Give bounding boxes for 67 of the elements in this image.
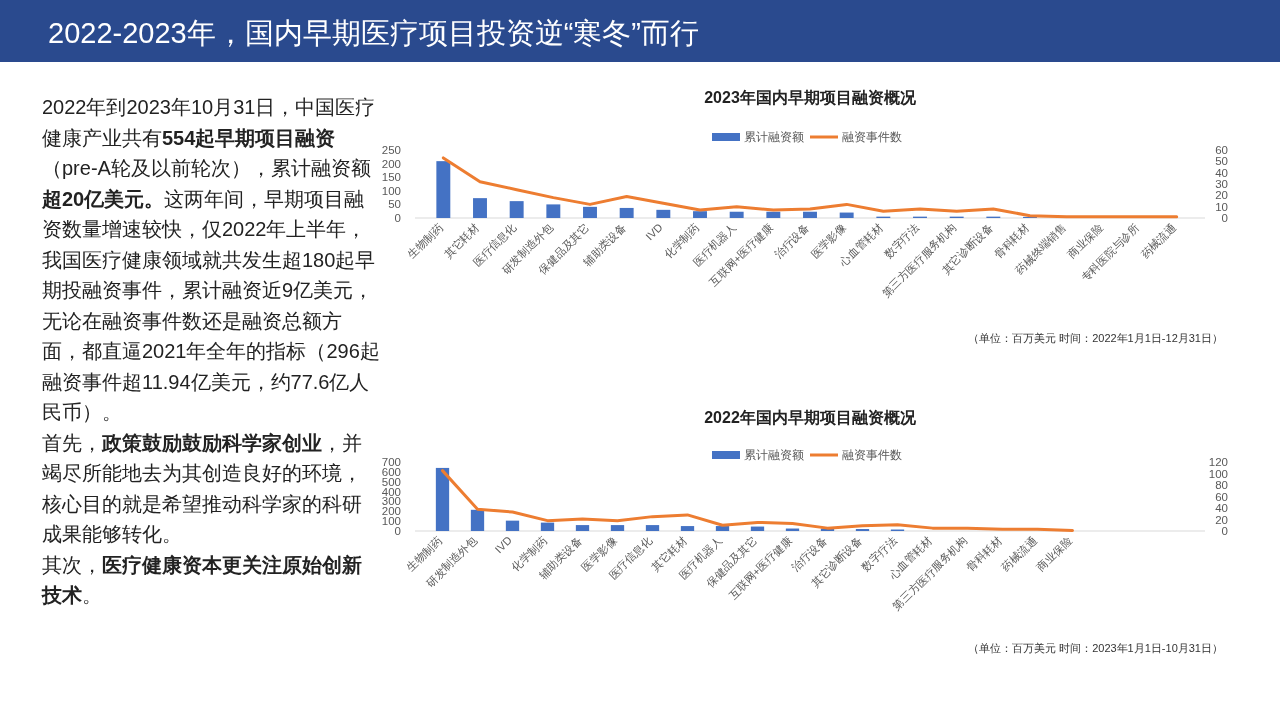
- bar: [645, 525, 660, 531]
- y-tick-label: 400: [381, 485, 401, 498]
- text: 2022-2023年，国内早期医疗项目投资逆“寒冬”而行: [48, 16, 699, 51]
- y-tick-label: 200: [381, 157, 401, 170]
- x-tick-label: IVD: [643, 220, 665, 243]
- bar: [470, 509, 485, 531]
- line-series: [441, 469, 1074, 532]
- bar: [729, 211, 744, 218]
- y2-tick-label: 20: [1215, 189, 1228, 202]
- bar: [680, 526, 695, 531]
- x-tick-label: IVD: [492, 533, 514, 556]
- y2-tick-label: 60: [1215, 144, 1228, 156]
- chart-title: 2022年国内早期项目融资概况: [704, 409, 917, 426]
- bar: [509, 201, 524, 218]
- y-tick-label: 700: [381, 456, 401, 468]
- y2-tick-label: 40: [1215, 502, 1228, 514]
- y-tick-label: 0: [394, 525, 401, 537]
- y2-tick-label: 30: [1215, 178, 1228, 190]
- y-tick-label: 250: [381, 144, 401, 156]
- y2-tick-label: 10: [1215, 200, 1228, 213]
- y2-tick-label: 0: [1221, 212, 1228, 224]
- bar: [839, 212, 854, 218]
- bar: [540, 522, 555, 531]
- bar: [473, 198, 487, 218]
- text: （单位：百万美元 时间：2022年1月1日-12月31日）: [968, 332, 1223, 344]
- y-tick-label: 0: [394, 212, 401, 224]
- legend-label: 融资事件数: [842, 131, 902, 143]
- bar: [436, 161, 451, 218]
- y2-tick-label: 100: [1208, 467, 1228, 480]
- bar: [656, 209, 671, 218]
- y2-tick-label: 0: [1221, 525, 1228, 537]
- y2-tick-label: 120: [1208, 456, 1228, 468]
- bar: [766, 211, 781, 218]
- text: 首先，政策鼓励鼓励科学家创业，并竭尽所能地去为其创造良好的环境，核心目的就是希望推动科学家的科研成果能够转化。: [42, 430, 363, 547]
- y-tick-label: 100: [381, 184, 401, 197]
- legend-label: 累计融资额: [744, 130, 804, 143]
- y2-tick-label: 80: [1215, 479, 1228, 491]
- bar: [610, 525, 625, 531]
- legend-label: 累计融资额: [744, 448, 804, 461]
- y-tick-label: 150: [381, 171, 401, 184]
- bar: [803, 211, 817, 218]
- bar: [505, 520, 520, 531]
- y-tick-label: 500: [381, 475, 401, 488]
- x-tick-label: 药械流通: [1138, 220, 1179, 261]
- y-tick-label: 100: [381, 515, 401, 528]
- text: 其次，医疗健康资本更关注原始创新技术。: [42, 552, 363, 608]
- y-tick-label: 300: [381, 495, 401, 508]
- text: （单位：百万美元 时间：2023年1月1日-10月31日）: [968, 642, 1223, 654]
- bar: [583, 206, 597, 218]
- y-tick-label: 600: [381, 465, 401, 478]
- y-tick-label: 50: [388, 198, 401, 211]
- bar: [435, 467, 450, 531]
- bar: [619, 207, 634, 218]
- legend-label: 融资事件数: [842, 449, 902, 461]
- y2-tick-label: 60: [1215, 490, 1228, 503]
- chart-title: 2023年国内早期项目融资概况: [704, 89, 917, 106]
- x-tick-label: 生物制药: [405, 220, 445, 261]
- y2-tick-label: 20: [1215, 513, 1228, 526]
- text: 2022年到2023年10月31日，中国医疗健康产业共有554起早期项目融资（pre-A轮及以前轮次），累计融资额超20亿美元。这两年间，早期项目融资数量增速较快，仅2022年上半年，我国医疗健康领域就共发生超180起早期投融资事件，累计融资近9亿美元，无论在融资事件数还是融资总额方面，都直逼2021年全年的指标（296起融资事件超11.94亿美元，约77.6亿人民币）。: [42, 96, 380, 423]
- y-tick-label: 200: [381, 505, 401, 518]
- line-series: [441, 156, 1179, 219]
- bar: [546, 204, 561, 218]
- bar: [693, 211, 707, 218]
- y2-tick-label: 50: [1215, 155, 1228, 168]
- bar: [715, 526, 730, 531]
- y2-tick-label: 40: [1215, 166, 1228, 179]
- bar: [575, 525, 590, 531]
